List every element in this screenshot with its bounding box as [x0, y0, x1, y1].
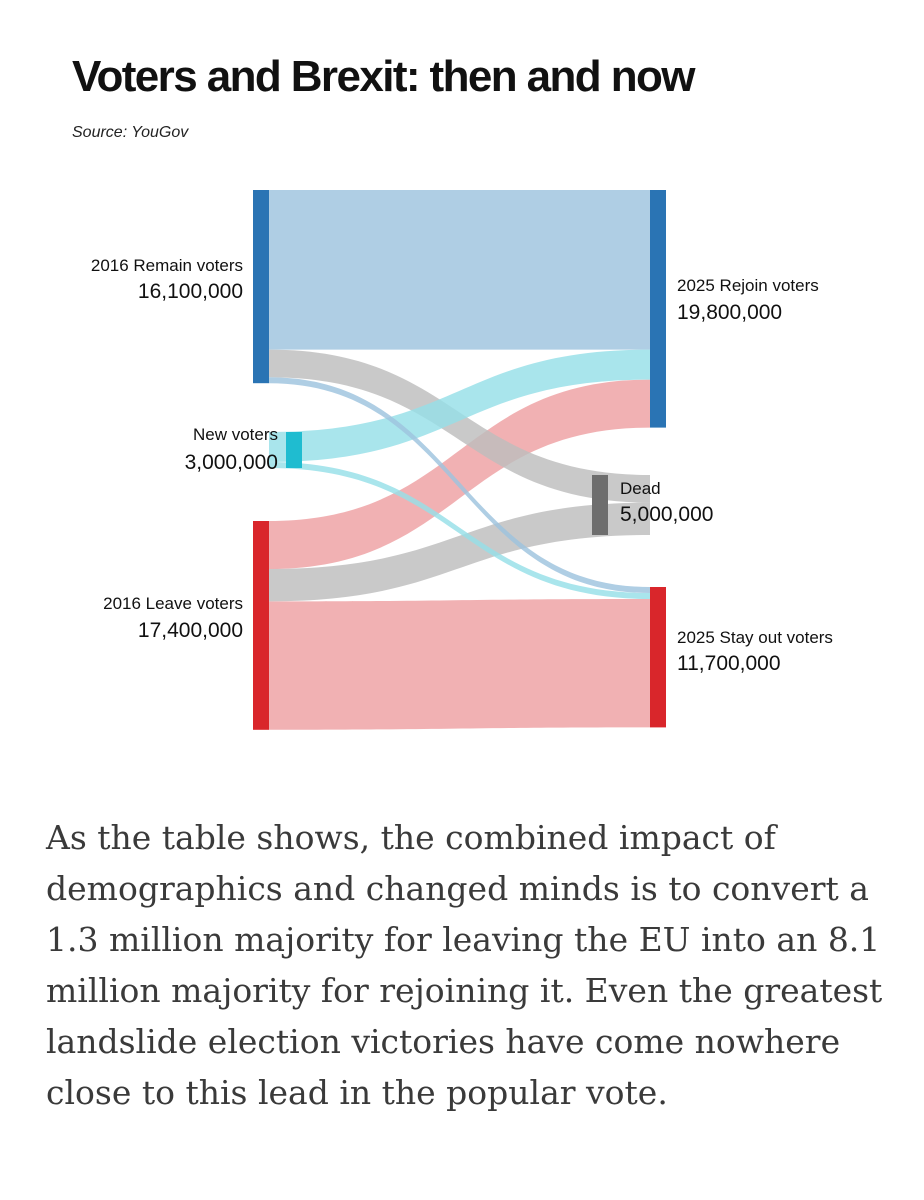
node-value-new: 3,000,000: [185, 451, 278, 474]
node-rejoin: [650, 190, 666, 428]
flow-new-to-rejoin: [269, 349, 650, 462]
node-label-stayout: 2025 Stay out voters: [677, 628, 833, 647]
node-value-leave: 17,400,000: [138, 619, 243, 642]
flow-new-to-stayout: [269, 462, 650, 599]
sankey-chart: 2016 Remain voters 16,100,000 New voters 3,…: [91, 190, 833, 730]
node-new: [286, 432, 302, 468]
flow-remain-to-dead: [269, 349, 650, 503]
node-leave: [253, 521, 269, 730]
node-dead: [592, 475, 608, 535]
node-label-new: New voters: [193, 425, 278, 444]
flow-leave-to-stayout: [269, 599, 650, 730]
node-label-leave: 2016 Leave voters: [103, 594, 243, 613]
chart-source: Source: YouGov: [72, 124, 189, 141]
node-value-stayout: 11,700,000: [677, 652, 781, 675]
node-label-remain: 2016 Remain voters: [91, 256, 243, 275]
node-value-dead: 5,000,000: [620, 503, 713, 526]
node-value-remain: 16,100,000: [138, 280, 243, 303]
flow-remain-to-rejoin: [269, 190, 650, 350]
node-value-rejoin: 19,800,000: [677, 301, 782, 324]
node-label-rejoin: 2025 Rejoin voters: [677, 276, 819, 295]
flow-remain-to-stayout: [269, 377, 650, 593]
sankey-nodes: [253, 190, 666, 730]
node-remain: [253, 190, 269, 384]
chart-title: Voters and Brexit: then and now: [72, 52, 695, 101]
node-label-dead: Dead: [620, 479, 661, 498]
flow-leave-to-rejoin: [269, 379, 650, 569]
flow-leave-to-dead: [269, 502, 650, 602]
sankey-links: [269, 190, 650, 730]
node-stayout: [650, 587, 666, 728]
article-paragraph: As the table shows, the combined impact …: [46, 818, 883, 1112]
sankey-labels: 2016 Remain voters 16,100,000 New voters 3,…: [91, 256, 833, 675]
